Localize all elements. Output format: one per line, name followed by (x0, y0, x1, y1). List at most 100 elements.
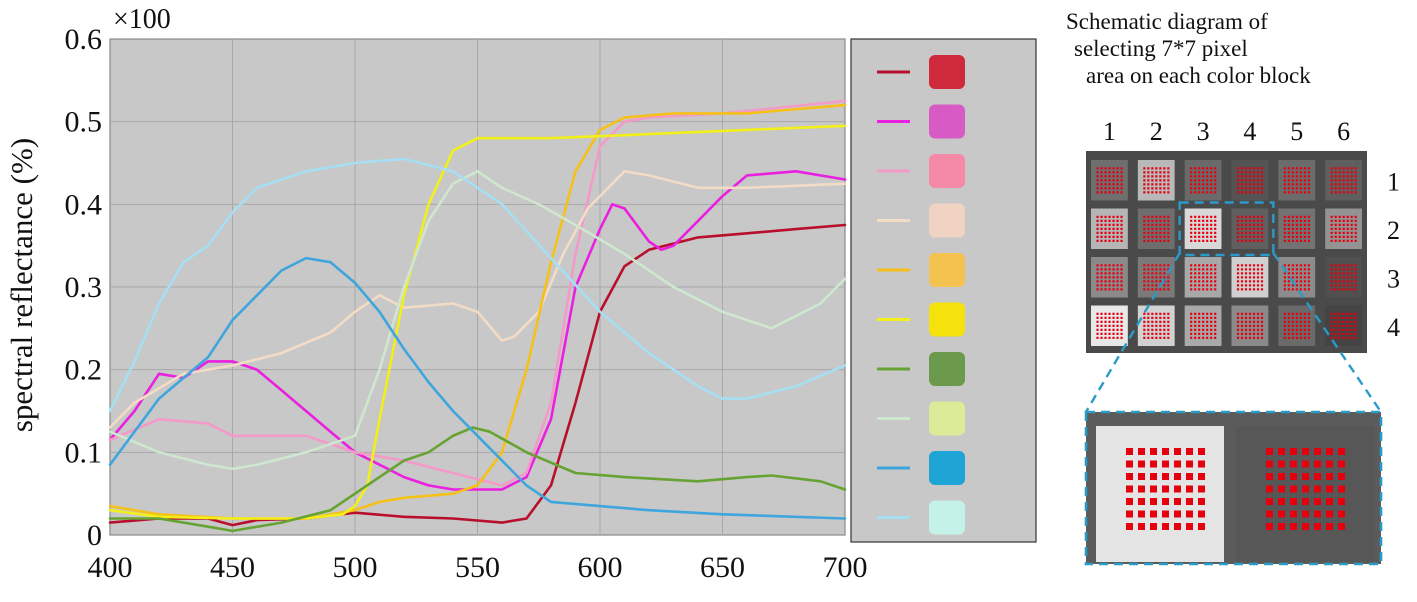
pixel-dot (1159, 219, 1162, 222)
pixel-dot (1108, 264, 1111, 267)
pixel-dot (1210, 223, 1213, 226)
pixel-dot (1252, 268, 1256, 271)
pixel-dot (1210, 336, 1213, 339)
zoom-pixel-dot (1138, 473, 1145, 480)
pixel-dot (1143, 191, 1146, 194)
pixel-dot (1143, 179, 1146, 182)
zoom-pixel-dot (1150, 498, 1157, 505)
pixel-dot (1190, 272, 1193, 275)
pixel-dot (1202, 284, 1205, 287)
pixel-dot (1194, 272, 1197, 275)
pixel-dot (1240, 268, 1244, 271)
pixel-dot (1338, 312, 1341, 315)
pixel-dot (1287, 187, 1290, 190)
pixel-dot (1256, 284, 1260, 287)
pixel-dot (1248, 272, 1252, 275)
legend (877, 55, 965, 535)
pixel-dot (1108, 312, 1111, 315)
zoom-border (1084, 410, 1383, 566)
pixel-dot (1163, 235, 1166, 238)
pixel-dot (1155, 264, 1158, 267)
pixel-dot (1256, 288, 1260, 291)
pixel-dot (1163, 179, 1166, 182)
pixel-dot (1206, 215, 1209, 218)
pixel-dot (1167, 231, 1170, 234)
pixel-dot (1214, 280, 1217, 283)
pixel-dot (1295, 320, 1298, 323)
pixel-dot (1108, 336, 1111, 339)
pixel-dot (1151, 324, 1154, 327)
pixel-dot (1240, 215, 1244, 218)
pixel-dot (1163, 328, 1166, 331)
pixel-dot (1338, 316, 1341, 319)
pixel-dot (1244, 288, 1248, 291)
pixel-dot (1350, 171, 1353, 174)
pixel-dot (1108, 324, 1111, 327)
pixel-dot (1307, 268, 1310, 271)
pixel-dot (1206, 223, 1209, 226)
pixel-dot (1299, 276, 1302, 279)
pixel-dot (1330, 332, 1333, 335)
pixel-dot (1244, 231, 1248, 234)
pixel-dot (1202, 215, 1205, 218)
pixel-dot (1354, 284, 1357, 287)
pixel-dot (1159, 276, 1162, 279)
pixel-dot (1236, 336, 1240, 339)
pixel-dot (1295, 276, 1298, 279)
pixel-dot (1194, 239, 1197, 242)
pixel-dot (1163, 219, 1166, 222)
pixel-dot (1240, 324, 1244, 327)
pixel-dot (1198, 223, 1201, 226)
pixel-dot (1159, 171, 1162, 174)
pixel-dot (1244, 187, 1248, 190)
pixel-dot (1252, 235, 1256, 238)
pixel-dot (1096, 316, 1099, 319)
pixel-dot (1299, 272, 1302, 275)
pixel-dot (1303, 312, 1306, 315)
pixel-dot (1112, 276, 1115, 279)
series-line-6 (108, 124, 847, 520)
pixel-dot (1334, 231, 1337, 234)
pixel-sample-grid (1096, 215, 1123, 242)
zoom-pixel-dot (1150, 473, 1157, 480)
pixel-dot (1214, 239, 1217, 242)
pixel-dot (1112, 332, 1115, 335)
pixel-dot (1350, 223, 1353, 226)
pixel-dot (1147, 171, 1150, 174)
pixel-dot (1260, 276, 1264, 279)
pixel-sample-grid (1190, 264, 1217, 291)
pixel-dot (1198, 324, 1201, 327)
pixel-dot (1190, 239, 1193, 242)
pixel-dot (1236, 316, 1240, 319)
pixel-dot (1100, 227, 1103, 230)
legend-swatch-1 (929, 55, 965, 89)
pixel-dot (1291, 312, 1294, 315)
pixel-dot (1350, 280, 1353, 283)
zoom-pixel-dot (1278, 485, 1285, 493)
pixel-dot (1291, 272, 1294, 275)
pixel-dot (1206, 276, 1209, 279)
pixel-dot (1155, 227, 1158, 230)
pixel-dot (1350, 235, 1353, 238)
pixel-dot (1334, 179, 1337, 182)
pixel-dot (1108, 179, 1111, 182)
pixel-dot (1108, 268, 1111, 271)
pixel-dot (1244, 312, 1248, 315)
pixel-dot (1260, 284, 1264, 287)
zoom-pixel-dot (1198, 473, 1205, 480)
pixel-dot (1291, 284, 1294, 287)
pixel-dot (1307, 231, 1310, 234)
pixel-dot (1147, 336, 1150, 339)
zoom-pixel-dot (1338, 473, 1345, 480)
column-label: 1 (1103, 117, 1116, 146)
pixel-dot (1159, 215, 1162, 218)
pixel-dot (1206, 268, 1209, 271)
pixel-dot (1283, 167, 1286, 170)
pixel-dot (1108, 284, 1111, 287)
pixel-dot (1167, 316, 1170, 319)
pixel-dot (1167, 328, 1170, 331)
pixel-dot (1210, 276, 1213, 279)
pixel-dot (1252, 171, 1256, 174)
pixel-dot (1260, 320, 1264, 323)
